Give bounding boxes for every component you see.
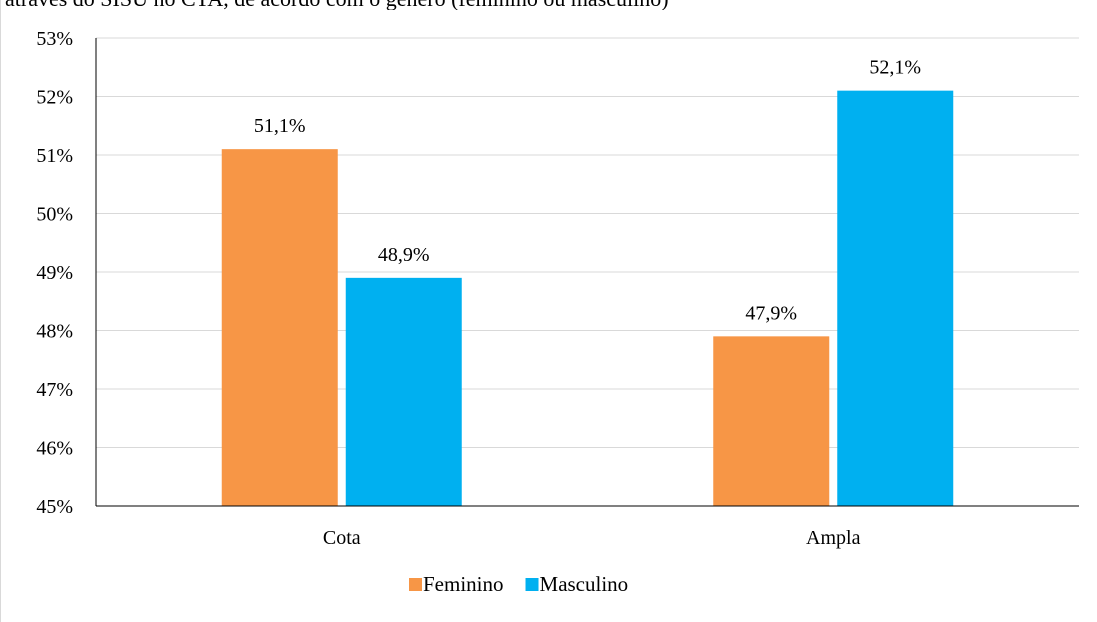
y-tick-label: 51% <box>36 145 73 167</box>
y-tick-label: 45% <box>36 496 73 518</box>
legend-swatch-masculino <box>525 578 539 591</box>
bar-feminino-cota <box>221 149 338 506</box>
bar-masculino-ampla <box>837 90 954 507</box>
data-labels: 51,1% 48,9% 47,9% 52,1% <box>254 57 921 325</box>
legend-label-feminino: Feminino <box>423 572 504 596</box>
bars <box>221 90 954 507</box>
data-label: 51,1% <box>254 115 306 137</box>
y-tick-label: 46% <box>36 438 73 460</box>
data-label: 47,9% <box>745 302 797 324</box>
y-tick-label: 53% <box>36 28 73 50</box>
y-tick-label: 49% <box>36 262 73 284</box>
x-tick-label: Ampla <box>806 527 861 549</box>
y-tick-label: 50% <box>36 204 73 226</box>
y-tick-label: 48% <box>36 321 73 343</box>
bar-masculino-cota <box>345 277 462 506</box>
bar-feminino-ampla <box>713 336 830 506</box>
legend-label-masculino: Masculino <box>540 572 629 596</box>
y-tick-label: 47% <box>36 379 73 401</box>
data-label: 52,1% <box>869 57 921 79</box>
x-axis: Cota Ampla <box>96 505 1079 549</box>
y-tick-label: 52% <box>36 87 73 109</box>
y-axis: 45% 46% 47% 48% 49% 50% 51% 52% 53% <box>36 28 97 518</box>
legend: Feminino Masculino <box>409 572 628 596</box>
x-tick-label: Cota <box>323 527 361 549</box>
legend-swatch-feminino <box>409 578 422 591</box>
data-label: 48,9% <box>378 244 430 266</box>
chart-title-fragment: através do SISU no CTA, de acordo com o … <box>5 0 1095 10</box>
